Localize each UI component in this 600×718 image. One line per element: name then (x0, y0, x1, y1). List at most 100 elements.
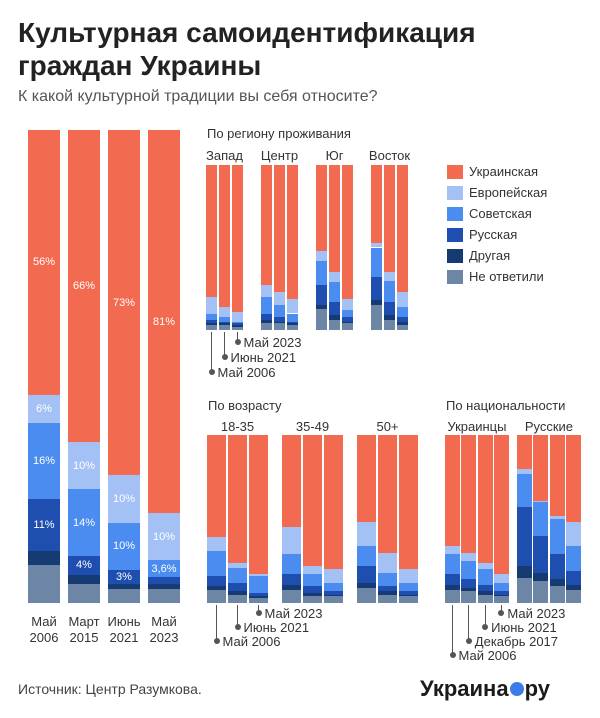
bar-segment (565, 571, 581, 585)
bar-segment (249, 596, 268, 598)
bar-segment (477, 584, 493, 592)
bar-segment (287, 165, 298, 299)
data-label: 11% (33, 518, 55, 531)
bar-segment (342, 298, 353, 311)
group-label: Юг (325, 148, 344, 163)
bar-segment (108, 522, 140, 570)
legend-swatch (447, 228, 463, 242)
callout-line (237, 332, 238, 342)
bar-segment (397, 321, 408, 326)
bar-segment (445, 574, 460, 585)
bar-segment (303, 596, 322, 603)
group-label: Запад (206, 148, 243, 163)
bar-segment (207, 550, 226, 577)
callout-line (211, 332, 212, 372)
bar-segment (28, 130, 60, 395)
bar-segment (303, 586, 322, 593)
bar-segment (324, 596, 343, 603)
bar-segment (517, 435, 532, 469)
group-label: 50+ (376, 419, 399, 434)
bar-segment (445, 554, 460, 575)
period-label: Июнь 2021 (243, 620, 310, 635)
bar-segment (533, 535, 549, 573)
bar-segment (68, 442, 100, 490)
bar-segment (399, 591, 418, 595)
bar-segment (324, 594, 343, 597)
bar-segment (303, 435, 322, 567)
bar-segment (108, 584, 140, 589)
callout-line (500, 605, 502, 613)
bar-segment (228, 435, 247, 563)
logo-suffix: ру (524, 676, 550, 701)
legend-label: Советская (469, 206, 532, 221)
bar-segment (303, 566, 322, 575)
bar-segment (68, 584, 100, 603)
bar-segment (445, 435, 460, 546)
callout-line (224, 332, 225, 357)
bar-segment (219, 325, 230, 330)
callout-dot (482, 624, 489, 630)
bar-segment (148, 130, 180, 514)
bar-segment (565, 584, 581, 590)
bar-segment (493, 582, 509, 592)
bar-segment (549, 579, 565, 587)
bar-segment (517, 468, 532, 474)
bar-segment (28, 565, 60, 603)
bar-segment (445, 584, 460, 590)
period-label: Май 2023 (507, 606, 566, 621)
callout-dot (465, 638, 472, 644)
bar-segment (342, 165, 353, 299)
bar-segment (282, 554, 301, 575)
bar-segment (274, 316, 285, 322)
legend-label: Европейская (469, 185, 548, 200)
bar-segment (316, 165, 327, 251)
bar-segment (461, 552, 477, 561)
bar-segment (533, 502, 549, 536)
bar-segment (274, 292, 285, 306)
bar-segment (493, 596, 509, 603)
bar-segment (357, 522, 376, 546)
callout-dot (234, 339, 241, 345)
legend-label: Украинская (469, 164, 539, 179)
x-tick-label: Март 2015 (68, 614, 100, 645)
bar-segment (282, 435, 301, 528)
bar-segment (378, 435, 397, 553)
period-label: Май 2023 (264, 606, 323, 621)
callout-line (216, 605, 217, 641)
legend-swatch (447, 207, 463, 221)
bar-segment (517, 577, 532, 603)
bar-segment (232, 165, 243, 312)
bar-segment (493, 574, 509, 583)
bar-segment (565, 545, 581, 572)
bar-segment (316, 305, 327, 309)
bar-segment (371, 165, 382, 243)
bar-segment (342, 310, 353, 317)
x-tick-label: Май 2006 (29, 614, 59, 645)
bar-segment (316, 285, 327, 306)
bar-segment (206, 313, 217, 321)
bar-segment (445, 589, 460, 603)
bar-segment (384, 320, 395, 330)
bar-segment (108, 569, 140, 585)
bar-segment (384, 301, 395, 316)
bar-segment (565, 589, 581, 603)
legend-swatch (447, 186, 463, 200)
bar-segment (228, 567, 247, 583)
bar-segment (371, 277, 382, 301)
bar-segment (324, 591, 343, 595)
legend-label: Русская (469, 227, 518, 242)
bar-segment (399, 569, 418, 583)
bar-segment (207, 435, 226, 538)
bar-segment (108, 130, 140, 476)
data-label: 73% (112, 296, 136, 309)
legend-swatch (447, 165, 463, 179)
bar-segment (399, 582, 418, 592)
legend-label: Другая (469, 248, 511, 263)
period-label: Май 2023 (243, 335, 302, 350)
callout-line (452, 605, 453, 655)
bar-segment (207, 537, 226, 551)
bar-segment (533, 572, 549, 582)
legend-swatch (447, 270, 463, 284)
logo: Украина ру (420, 676, 550, 702)
